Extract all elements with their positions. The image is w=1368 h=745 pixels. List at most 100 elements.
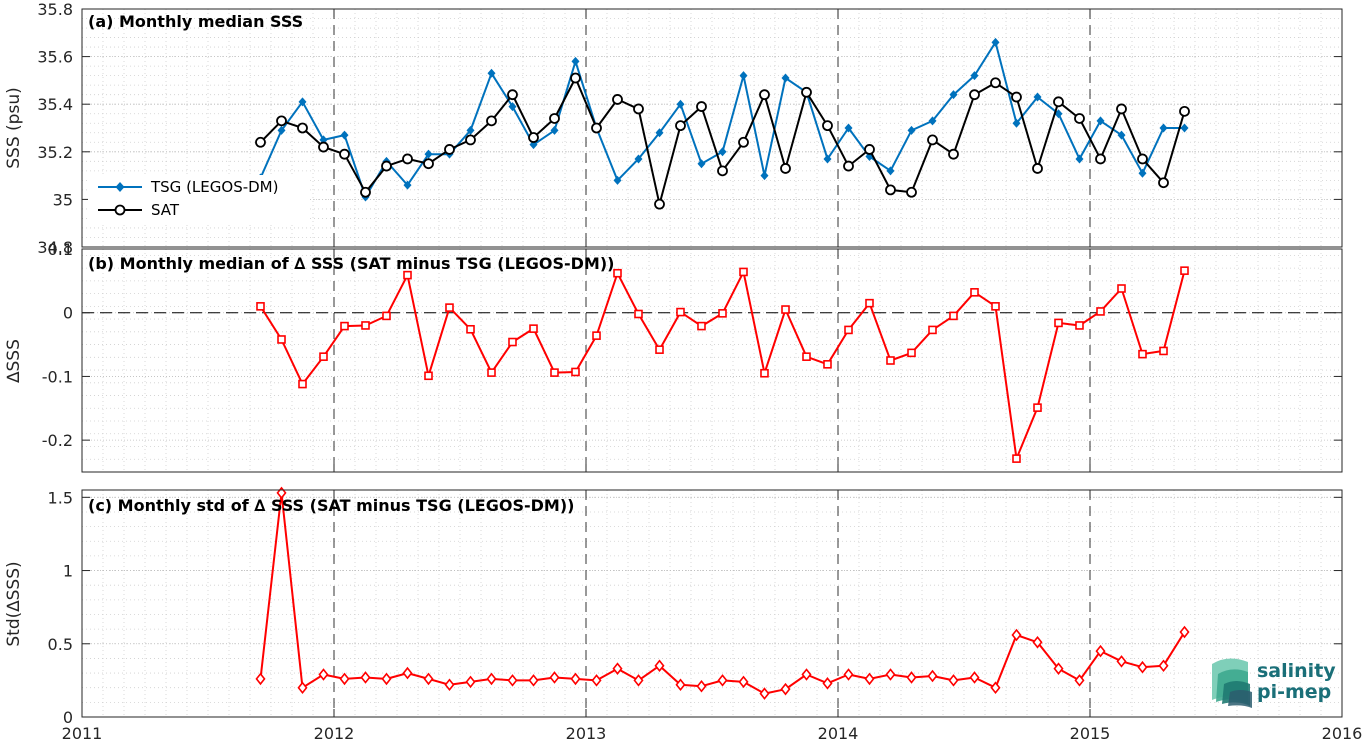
- data-point-marker: [864, 144, 875, 155]
- data-point-marker: [255, 672, 266, 686]
- data-point-marker: [318, 668, 329, 681]
- x-tick-label: 2011: [62, 724, 103, 743]
- legend-sat-marker: [114, 204, 126, 216]
- data-point-marker: [424, 371, 433, 381]
- data-point-marker: [1158, 177, 1169, 189]
- data-point-marker: [655, 128, 664, 138]
- data-point-marker: [739, 71, 748, 81]
- data-point-marker: [1054, 318, 1063, 328]
- y-tick-label: -0.1: [42, 367, 73, 386]
- data-point-marker: [550, 368, 559, 377]
- data-point-marker: [340, 130, 349, 140]
- data-point-marker: [676, 307, 685, 317]
- legend-sat-label: SAT: [151, 201, 180, 219]
- data-point-marker: [1011, 91, 1022, 103]
- data-point-marker: [696, 101, 707, 112]
- y-tick-label: 35.6: [37, 48, 73, 67]
- data-point-marker: [1033, 403, 1042, 412]
- data-point-marker: [822, 120, 833, 132]
- data-point-marker: [591, 122, 602, 134]
- data-point-marker: [760, 368, 769, 378]
- data-point-marker: [339, 148, 350, 160]
- data-point-marker: [1053, 96, 1064, 108]
- panel-b-plot-area: [82, 249, 1342, 472]
- data-point-marker: [633, 103, 644, 115]
- y-tick-label: 35.4: [37, 95, 73, 114]
- data-point-marker: [675, 678, 686, 692]
- data-point-marker: [717, 674, 728, 687]
- data-point-marker: [361, 321, 370, 330]
- data-point-marker: [1137, 660, 1148, 674]
- data-point-marker: [906, 671, 917, 684]
- data-point-marker: [886, 166, 895, 176]
- data-point-marker: [465, 675, 476, 689]
- panel-b-axes-box: [81, 248, 1343, 473]
- data-point-marker: [297, 122, 308, 134]
- data-point-marker: [381, 160, 392, 172]
- panel-c-y-ticks: 0 0.5 1 1.5: [48, 488, 1343, 727]
- y-tick-label: 0.5: [48, 635, 73, 654]
- data-point-marker: [991, 37, 1000, 47]
- data-point-marker: [613, 268, 622, 278]
- legend-box: [88, 175, 308, 225]
- data-point-marker: [927, 134, 938, 146]
- data-point-marker: [969, 89, 980, 101]
- data-point-marker: [1032, 636, 1043, 649]
- data-point-marker: [444, 678, 455, 692]
- data-point-marker: [507, 674, 518, 687]
- data-point-marker: [592, 331, 601, 340]
- data-point-marker: [1053, 662, 1064, 675]
- data-point-marker: [990, 77, 1001, 89]
- data-point-marker: [1096, 116, 1105, 126]
- data-point-marker: [1095, 644, 1106, 658]
- data-point-marker: [319, 352, 328, 361]
- data-point-marker: [991, 302, 1000, 311]
- data-point-marker: [654, 659, 665, 673]
- data-point-marker: [928, 325, 937, 335]
- y-tick-label: 1: [63, 562, 73, 581]
- data-point-marker: [1138, 349, 1147, 359]
- data-point-marker: [907, 125, 916, 135]
- data-point-marker: [1096, 307, 1105, 316]
- data-point-marker: [1179, 105, 1190, 117]
- data-point-marker: [571, 367, 580, 377]
- data-point-marker: [466, 324, 475, 334]
- data-point-marker: [549, 671, 560, 684]
- data-point-marker: [634, 309, 643, 319]
- data-point-marker: [885, 668, 896, 681]
- data-point-marker: [1117, 284, 1126, 293]
- y-tick-label: -0.2: [42, 431, 73, 450]
- data-point-marker: [949, 90, 958, 100]
- y-tick-label: 0: [63, 304, 73, 323]
- data-point-marker: [277, 125, 286, 135]
- data-point-marker: [697, 159, 706, 169]
- data-point-marker: [1138, 168, 1147, 178]
- y-tick-label: 1.5: [48, 488, 73, 507]
- x-tick-label: 2015: [1070, 724, 1111, 743]
- logo-text-pi-mep: pi-mep: [1257, 681, 1331, 703]
- data-point-marker: [928, 116, 937, 126]
- data-point-marker: [1095, 153, 1106, 165]
- data-point-marker: [886, 356, 895, 365]
- data-point-marker: [1180, 266, 1189, 275]
- data-point-marker: [1158, 659, 1169, 673]
- data-point-marker: [823, 360, 832, 369]
- legend-tsg-label: TSG (LEGOS-DM): [150, 178, 278, 196]
- panel-a-series: [255, 37, 1190, 210]
- legend-tsg-marker: [115, 182, 125, 192]
- panel-a-y-ticks: 34.8 35 35.2 35.4 35.6 35.8: [37, 0, 1343, 257]
- data-point-marker: [403, 270, 412, 280]
- data-point-marker: [1137, 153, 1148, 165]
- data-point-marker: [508, 102, 517, 112]
- data-point-marker: [1074, 113, 1085, 124]
- data-point-marker: [844, 325, 853, 335]
- panel-b-title: (b) Monthly median of ∆ SSS (SAT minus T…: [88, 254, 614, 273]
- data-point-marker: [844, 123, 853, 133]
- panel-c-plot-area: [82, 490, 1342, 717]
- data-point-marker: [780, 682, 791, 696]
- data-point-marker: [570, 72, 581, 84]
- data-point-marker: [549, 113, 560, 124]
- data-point-marker: [906, 186, 917, 198]
- x-axis-ticks: 2011 2012 2013 2014 2015 2016: [62, 724, 1363, 743]
